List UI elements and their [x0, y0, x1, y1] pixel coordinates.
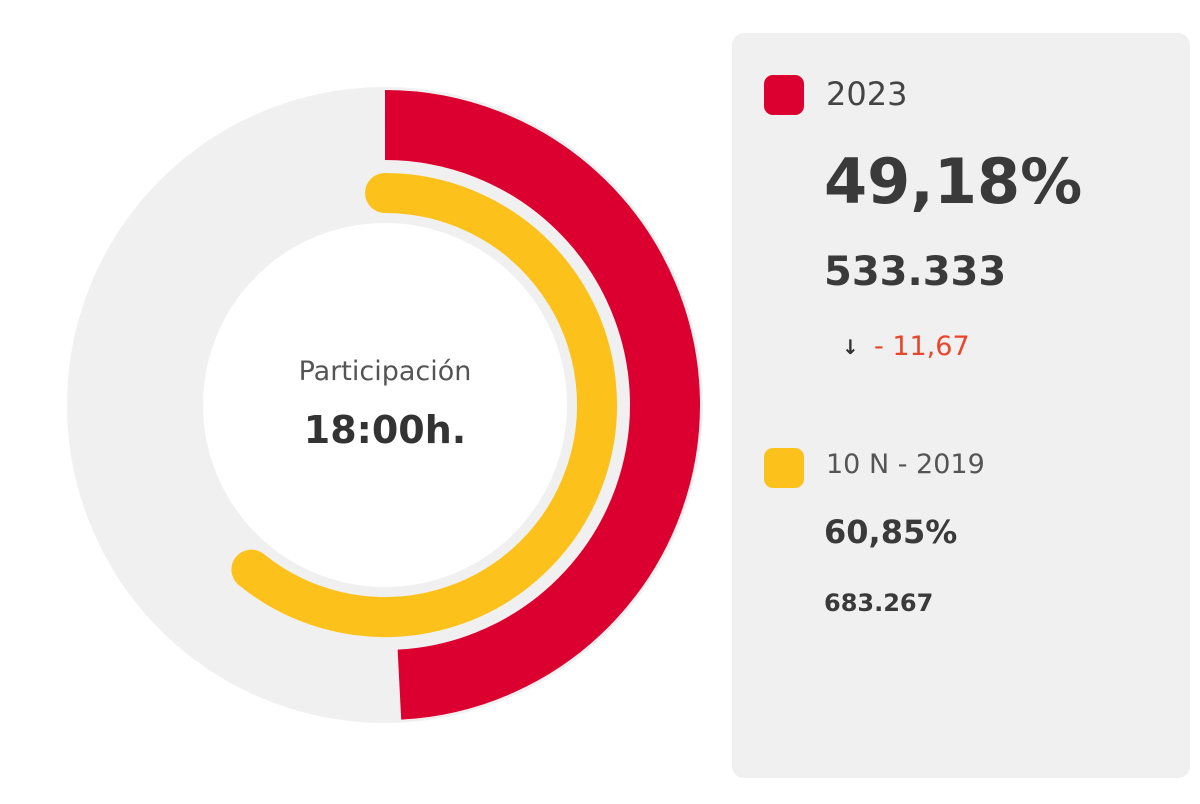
arc-2023 — [384, 90, 700, 720]
legend-label-2023: 2023 — [826, 75, 908, 113]
percent-2019: 60,85% — [824, 513, 958, 551]
legend-panel: 2023 49,18% 533.333 ↓ - 11,67 10 N - 201… — [732, 33, 1190, 778]
votes-2019: 683.267 — [824, 589, 934, 617]
change-2023: - 11,67 — [874, 331, 970, 362]
arc-2019 — [231, 173, 617, 637]
votes-2023: 533.333 — [824, 249, 1007, 295]
center-title: Participación — [298, 356, 472, 387]
legend-swatch-2023 — [764, 75, 804, 115]
legend-swatch-2019 — [764, 448, 804, 488]
participation-radial-chart — [67, 87, 703, 723]
arrow-down-icon: ↓ — [842, 335, 859, 359]
percent-2023: 49,18% — [824, 145, 1083, 218]
center-value: 18:00h. — [303, 408, 467, 452]
legend-label-2019: 10 N - 2019 — [826, 449, 985, 480]
